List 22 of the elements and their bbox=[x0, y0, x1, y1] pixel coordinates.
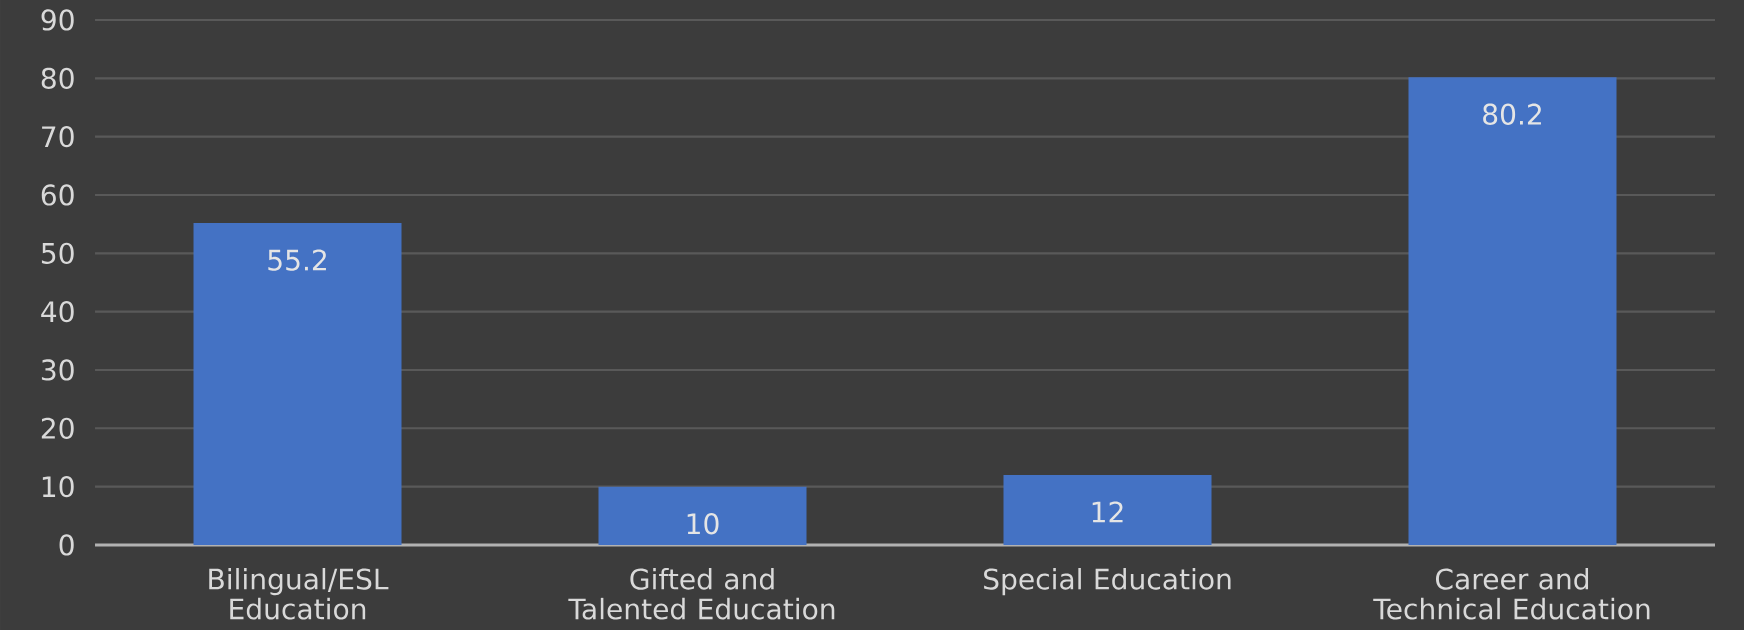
y-tick-label: 70 bbox=[42, 126, 74, 148]
data-label: 10 bbox=[687, 513, 719, 535]
y-tick-label: 80 bbox=[41, 67, 74, 89]
y-tick-label: 30 bbox=[41, 359, 74, 381]
y-tick-label: 0 bbox=[59, 534, 74, 556]
y-tick-label: 10 bbox=[42, 476, 74, 498]
bar bbox=[1408, 77, 1617, 545]
data-label: 55.2 bbox=[268, 249, 326, 271]
y-tick-label: 20 bbox=[41, 417, 74, 439]
y-tick-label: 40 bbox=[41, 301, 74, 323]
bar bbox=[1003, 474, 1212, 545]
bar bbox=[193, 222, 402, 545]
bar bbox=[598, 486, 807, 545]
x-tick-label: Bilingual/ESL Education bbox=[209, 567, 389, 620]
y-tick-label: 60 bbox=[41, 184, 74, 206]
data-label: 80.2 bbox=[1483, 103, 1541, 125]
y-tick-label: 50 bbox=[41, 242, 74, 264]
y-tick-label: 90 bbox=[41, 9, 74, 31]
data-label: 12 bbox=[1092, 501, 1123, 523]
x-tick-label: Gifted and Talented Education bbox=[568, 567, 835, 620]
x-tick-label: Special Education bbox=[984, 567, 1231, 596]
x-tick-label: Career and Technical Education bbox=[1373, 567, 1650, 620]
